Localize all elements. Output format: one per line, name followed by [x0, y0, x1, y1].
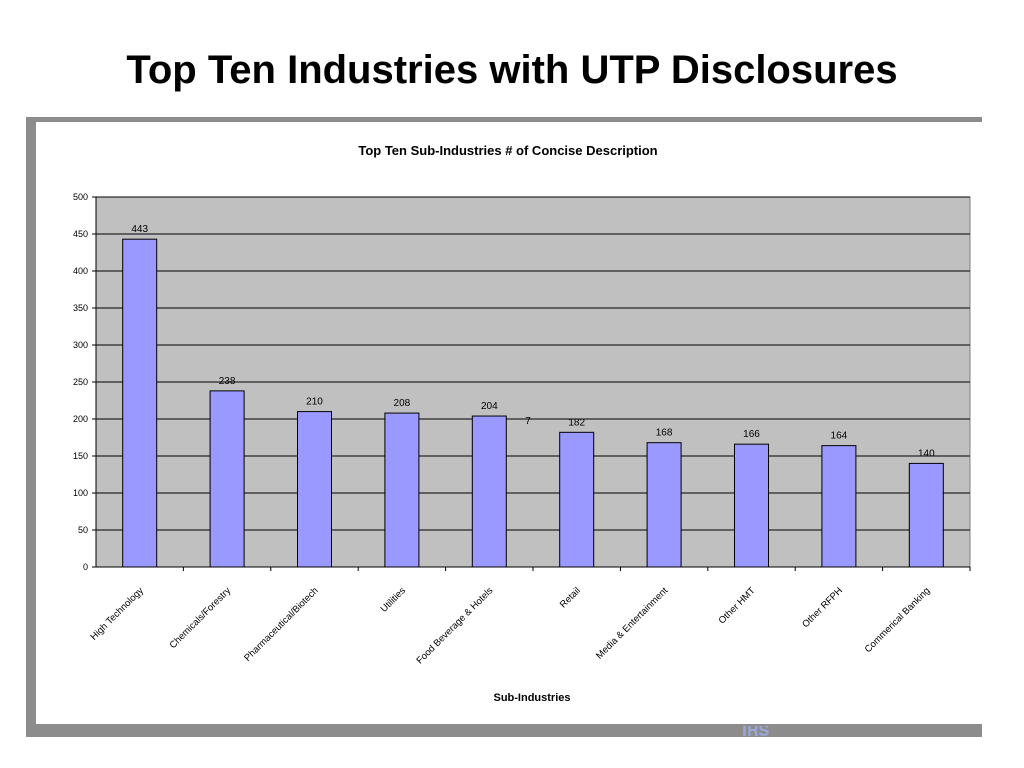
bar — [122, 238, 158, 568]
x-tick-label: Food Beverage & Hotels — [414, 585, 495, 666]
data-label: 208 — [394, 398, 411, 409]
bar — [821, 445, 857, 568]
data-label: 164 — [831, 431, 848, 442]
footer-logo-fragment: 𝐈𝐑𝐒 — [742, 726, 770, 740]
x-tick-label: Other RFPH — [800, 585, 845, 630]
x-tick-label: Media & Entertainment — [594, 585, 670, 661]
data-label: 238 — [219, 376, 236, 387]
x-tick-label: Retail — [558, 585, 583, 610]
x-axis-title: Sub-Industries — [493, 692, 570, 704]
x-tick-label: High Technology — [88, 585, 145, 642]
y-tick-label: 400 — [73, 266, 88, 276]
y-tick-label: 200 — [73, 414, 88, 424]
y-tick-label: 50 — [78, 525, 88, 535]
y-tick-label: 0 — [83, 562, 88, 572]
data-label: 204 — [481, 401, 498, 412]
bar — [471, 415, 507, 568]
data-label: 168 — [656, 428, 673, 439]
data-label: 140 — [918, 448, 935, 459]
bar — [209, 390, 245, 568]
y-tick-label: 150 — [73, 451, 88, 461]
x-tick-label: Utilities — [379, 585, 409, 615]
y-tick-label: 100 — [73, 488, 88, 498]
y-tick-label: 450 — [73, 229, 88, 239]
x-tick-label: Commerical Banking — [863, 585, 933, 655]
bar — [734, 443, 769, 568]
bar — [297, 411, 332, 568]
data-label: 443 — [131, 224, 148, 235]
slide-title: Top Ten Industries with UTP Disclosures — [126, 48, 898, 92]
x-tick-label: Other HMT — [717, 585, 758, 626]
y-tick-label: 350 — [73, 303, 88, 313]
x-tick-label: Pharmaceutical/Biotech — [242, 585, 320, 663]
y-tick-label: 300 — [73, 340, 88, 350]
chart-title: Top Ten Sub-Industries # of Concise Desc… — [358, 143, 657, 158]
bar — [908, 462, 944, 568]
chart-annotation: 7 — [525, 416, 531, 427]
bar — [384, 412, 420, 568]
data-label: 182 — [568, 417, 585, 428]
bar — [646, 442, 682, 568]
y-tick-label: 250 — [73, 377, 88, 387]
y-tick-label: 500 — [73, 192, 88, 202]
bar — [559, 431, 595, 568]
data-label: 210 — [306, 397, 323, 408]
x-tick-label: Chemicals/Forestry — [168, 585, 234, 651]
data-label: 166 — [743, 429, 760, 440]
